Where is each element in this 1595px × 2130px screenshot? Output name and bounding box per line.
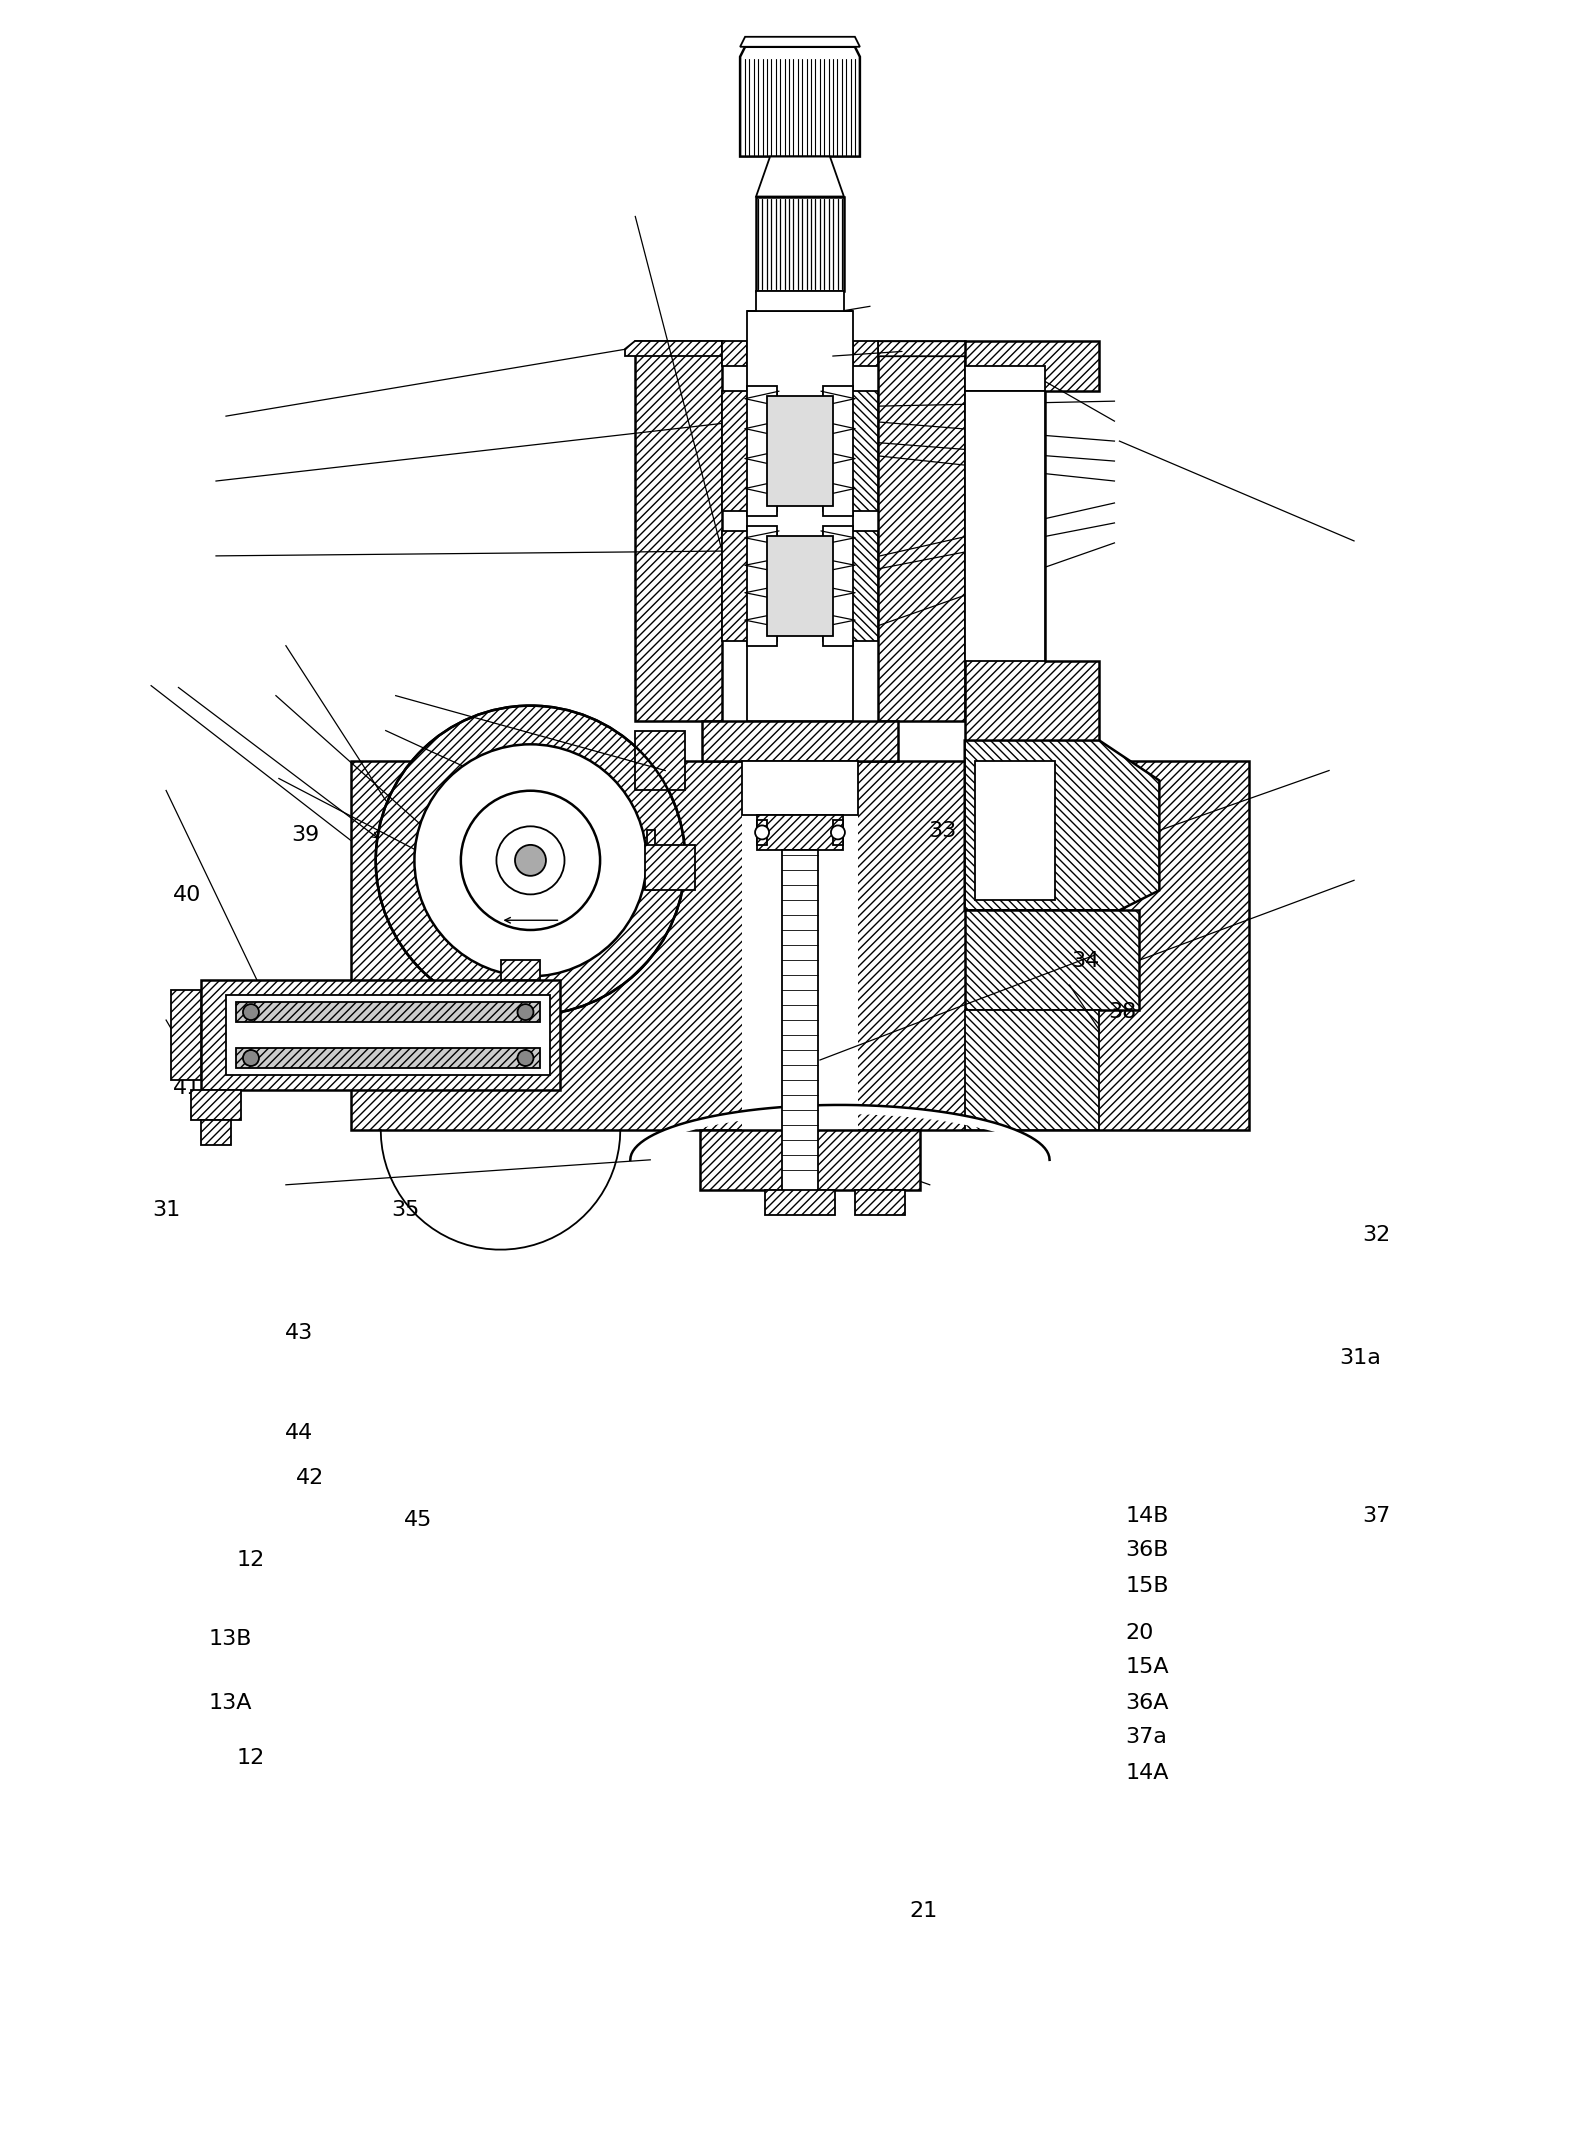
- Text: 40: 40: [174, 884, 201, 905]
- Text: 13A: 13A: [209, 1693, 252, 1713]
- Polygon shape: [740, 47, 860, 158]
- Polygon shape: [351, 760, 1249, 1129]
- Text: 32: 32: [1362, 1225, 1391, 1246]
- Polygon shape: [833, 820, 842, 846]
- Circle shape: [515, 846, 545, 875]
- Text: 34: 34: [1072, 950, 1099, 971]
- Polygon shape: [646, 846, 695, 890]
- Text: 20: 20: [1126, 1623, 1153, 1642]
- Circle shape: [376, 705, 686, 1016]
- Text: 15B: 15B: [1126, 1576, 1169, 1595]
- Text: 39: 39: [292, 824, 319, 846]
- Text: 37: 37: [1362, 1506, 1391, 1525]
- Polygon shape: [756, 196, 844, 292]
- Polygon shape: [746, 311, 853, 720]
- Polygon shape: [823, 386, 853, 515]
- Text: 43: 43: [286, 1323, 313, 1342]
- Polygon shape: [975, 760, 1054, 901]
- Circle shape: [242, 1003, 258, 1020]
- Text: 38: 38: [1109, 1001, 1136, 1022]
- Text: 42: 42: [297, 1468, 324, 1487]
- Circle shape: [461, 790, 600, 931]
- Polygon shape: [853, 341, 877, 366]
- Polygon shape: [625, 341, 723, 356]
- Polygon shape: [823, 526, 853, 645]
- Text: 37a: 37a: [1126, 1727, 1168, 1747]
- Polygon shape: [746, 292, 853, 311]
- Polygon shape: [191, 1091, 241, 1120]
- Text: 13B: 13B: [209, 1629, 252, 1649]
- Text: 44: 44: [286, 1423, 313, 1442]
- Circle shape: [517, 1050, 533, 1065]
- Text: 14A: 14A: [1126, 1764, 1169, 1783]
- Polygon shape: [236, 1001, 541, 1022]
- Text: 21: 21: [909, 1902, 938, 1921]
- Text: 12: 12: [238, 1551, 265, 1570]
- Circle shape: [242, 1050, 258, 1065]
- Polygon shape: [965, 341, 1099, 750]
- Polygon shape: [877, 341, 965, 720]
- Text: 15A: 15A: [1126, 1657, 1169, 1676]
- Circle shape: [496, 826, 565, 895]
- Polygon shape: [742, 760, 858, 1129]
- Polygon shape: [740, 36, 860, 47]
- Text: 36B: 36B: [1126, 1540, 1169, 1559]
- Polygon shape: [635, 731, 686, 790]
- Polygon shape: [646, 831, 656, 890]
- Polygon shape: [758, 816, 842, 850]
- Polygon shape: [501, 961, 541, 980]
- Polygon shape: [742, 760, 858, 816]
- Circle shape: [517, 1003, 533, 1020]
- Polygon shape: [758, 820, 767, 846]
- Polygon shape: [226, 995, 550, 1076]
- Text: 36A: 36A: [1126, 1693, 1169, 1713]
- Polygon shape: [171, 990, 201, 1080]
- Polygon shape: [702, 720, 898, 760]
- Circle shape: [754, 826, 769, 839]
- Polygon shape: [723, 530, 777, 641]
- Text: 12: 12: [238, 1749, 265, 1768]
- Polygon shape: [766, 1191, 834, 1214]
- Circle shape: [415, 743, 646, 976]
- Text: 35: 35: [391, 1199, 419, 1220]
- Polygon shape: [965, 1010, 1099, 1129]
- Text: 14B: 14B: [1126, 1506, 1169, 1525]
- Polygon shape: [965, 741, 1160, 910]
- Polygon shape: [965, 910, 1139, 1010]
- Polygon shape: [767, 537, 833, 635]
- Polygon shape: [201, 980, 560, 1091]
- Polygon shape: [236, 1048, 541, 1067]
- Polygon shape: [855, 1191, 904, 1214]
- Text: 31a: 31a: [1338, 1348, 1381, 1367]
- Polygon shape: [201, 1120, 231, 1144]
- Circle shape: [831, 826, 845, 839]
- Text: 31: 31: [153, 1199, 180, 1220]
- Polygon shape: [746, 526, 777, 645]
- Text: 33: 33: [928, 820, 957, 841]
- Text: 45: 45: [404, 1510, 432, 1529]
- Polygon shape: [635, 341, 723, 720]
- Polygon shape: [965, 392, 1045, 660]
- Polygon shape: [782, 850, 818, 1210]
- Polygon shape: [823, 530, 877, 641]
- Polygon shape: [823, 392, 877, 511]
- Polygon shape: [746, 386, 777, 515]
- Polygon shape: [700, 1129, 920, 1191]
- Polygon shape: [723, 341, 746, 366]
- Polygon shape: [965, 366, 1045, 392]
- Polygon shape: [877, 341, 975, 356]
- Text: 41: 41: [174, 1078, 201, 1099]
- Polygon shape: [767, 396, 833, 507]
- Polygon shape: [723, 392, 777, 511]
- Polygon shape: [756, 158, 844, 196]
